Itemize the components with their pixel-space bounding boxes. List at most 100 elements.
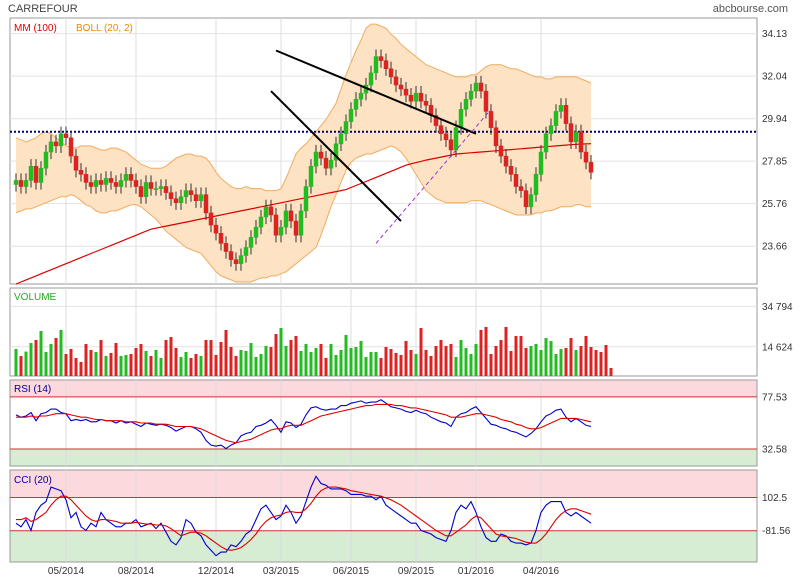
candle: [308, 159, 314, 194]
candle-body: [108, 178, 114, 183]
candle: [288, 203, 294, 229]
volume-bar: [49, 344, 53, 376]
volume-bar: [64, 354, 68, 376]
candle: [513, 167, 519, 194]
candle-body: [183, 190, 189, 197]
volume-bar: [244, 351, 248, 376]
candle: [463, 92, 469, 117]
candle: [273, 207, 279, 243]
candle: [313, 144, 319, 174]
volume-bar: [469, 354, 473, 376]
candle-body: [398, 84, 404, 90]
candle-body: [58, 133, 64, 147]
volume-bar: [524, 348, 528, 376]
volume-bar: [214, 355, 218, 376]
candle-body: [393, 76, 399, 86]
volume-bar: [434, 346, 438, 376]
candle-body: [178, 196, 184, 204]
candle-body: [83, 174, 89, 183]
candle: [188, 183, 194, 202]
candle: [233, 252, 239, 271]
candle-body: [78, 170, 84, 175]
candle: [568, 116, 574, 149]
candle: [278, 220, 284, 243]
price-axis-tick: 32.04: [762, 72, 787, 83]
candle: [563, 98, 569, 131]
source-label[interactable]: abcbourse.com: [712, 3, 788, 15]
volume-bar: [289, 340, 293, 376]
candle: [323, 151, 329, 176]
candle-body: [488, 111, 494, 128]
candle-body: [158, 186, 164, 189]
volume-title: VOLUME: [14, 292, 57, 303]
volume-bar: [549, 341, 553, 376]
candle-body: [143, 182, 149, 197]
volume-bar: [534, 344, 538, 376]
trendline-1: [275, 49, 477, 135]
volume-bar: [394, 353, 398, 376]
candle-body: [463, 98, 469, 110]
volume-bar: [184, 352, 188, 376]
candle: [438, 118, 444, 141]
volume-bar: [204, 340, 208, 376]
candle: [578, 124, 584, 160]
volume-bar: [439, 340, 443, 376]
candle: [443, 126, 449, 147]
candle-body: [168, 192, 174, 199]
candle: [183, 183, 189, 204]
candle: [78, 163, 84, 182]
volume-bar: [84, 344, 88, 376]
candle-body: [548, 125, 554, 134]
candle-body: [503, 155, 509, 167]
candle: [283, 203, 289, 235]
volume-bar: [319, 344, 323, 376]
price-axis-tick: 29.94: [762, 114, 787, 125]
candle: [143, 175, 149, 204]
candle: [198, 187, 204, 208]
candle: [23, 173, 29, 194]
volume-bar: [134, 348, 138, 376]
bollinger-band: [16, 24, 591, 282]
candle: [583, 144, 589, 170]
candle-body: [423, 101, 429, 106]
volume-bar: [279, 328, 283, 376]
candle: [398, 77, 404, 97]
candle: [128, 167, 134, 188]
candle: [73, 148, 79, 178]
volume-bar: [34, 340, 38, 376]
chart-title: CARREFOUR: [8, 3, 78, 15]
volume-bar: [324, 358, 328, 376]
candle-body: [478, 82, 484, 92]
candle-body: [188, 190, 194, 195]
candle: [298, 203, 304, 243]
candle-body: [268, 206, 274, 216]
candle: [243, 240, 249, 263]
volume-bar: [569, 338, 573, 376]
candle-body: [383, 60, 389, 70]
volume-bar: [479, 330, 483, 376]
candle-body: [558, 105, 564, 112]
candle-body: [68, 137, 74, 157]
candle: [478, 75, 484, 99]
volume-bar: [254, 357, 258, 376]
volume-bar: [129, 354, 133, 376]
candle: [163, 179, 169, 200]
volume-bar: [154, 350, 158, 376]
volume-bar: [354, 347, 358, 376]
rsi-axis-tick: 77.53: [762, 392, 787, 403]
candle: [403, 81, 409, 103]
x-axis-tick: 09/2015: [398, 566, 435, 577]
candle: [533, 167, 539, 202]
volume-bar: [174, 348, 178, 376]
volume-bar: [219, 342, 223, 376]
volume-bar: [109, 353, 113, 376]
volume-bar: [89, 350, 93, 376]
candle: [38, 161, 44, 190]
candle-body: [123, 174, 129, 181]
candle-body: [118, 180, 124, 187]
candle: [523, 183, 529, 214]
volume-bar: [409, 350, 413, 376]
rsi-oversold-zone: [10, 449, 757, 466]
candle-body: [173, 198, 179, 204]
candle-body: [573, 131, 579, 143]
